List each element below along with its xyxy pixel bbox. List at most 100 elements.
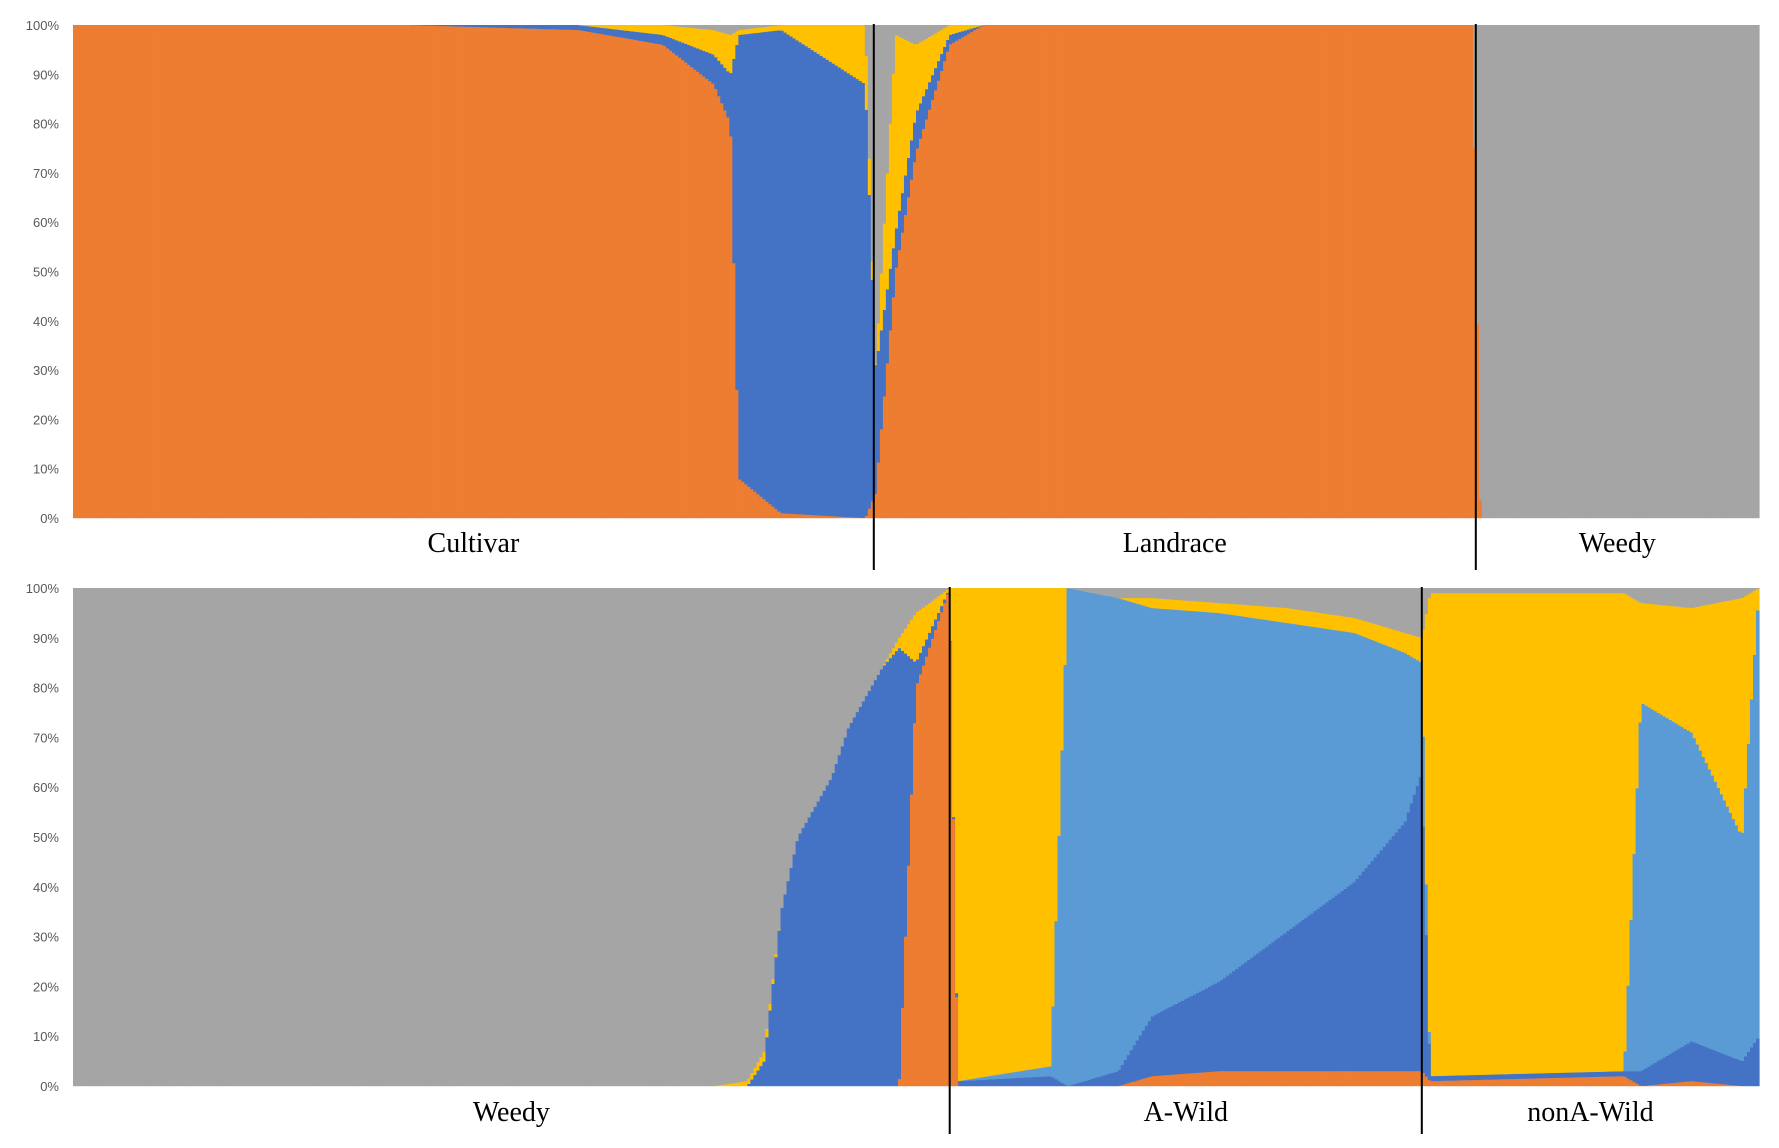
bar-segment-orange <box>437 25 441 519</box>
bar-segment-gray <box>1563 588 1567 594</box>
bar-segment-yellow <box>958 25 962 33</box>
bar-segment-orange <box>1226 25 1230 519</box>
bar <box>602 25 607 519</box>
bar-segment-blue <box>1355 878 1360 1072</box>
bar-segment-orange <box>1024 25 1028 519</box>
bar-segment-gray <box>512 588 517 1087</box>
bar-segment-gray <box>328 588 333 1087</box>
bar-segment-orange <box>1126 25 1131 519</box>
bar <box>1114 25 1119 519</box>
bar-segment-yellow <box>982 588 986 1078</box>
bar <box>256 25 261 519</box>
bar-segment-yellow <box>837 25 842 68</box>
bar-segment-orange <box>316 25 321 519</box>
bar-segment-blue <box>584 25 589 32</box>
bar-segment-orange <box>1539 1078 1543 1087</box>
bar-segment-gray <box>1138 588 1143 599</box>
bar-segment-yellow <box>903 39 908 176</box>
bar-segment-blue <box>1226 975 1230 1072</box>
bar-segment-gray <box>1539 588 1543 594</box>
bar-segment-blue <box>440 25 444 27</box>
bar <box>100 588 104 1087</box>
bar <box>1364 25 1369 519</box>
bar-segment-blue <box>699 49 703 75</box>
bar-segment-lightblue <box>1045 1066 1050 1077</box>
bar-segment-gray <box>1554 25 1558 519</box>
bar <box>816 25 821 519</box>
bar <box>1078 588 1083 1087</box>
bar <box>912 25 917 519</box>
bar-segment-gray <box>879 588 884 670</box>
bar-segment-blue <box>1494 1074 1498 1080</box>
bar-segment-lightblue <box>1415 660 1420 786</box>
bar <box>1346 588 1351 1087</box>
bar-segment-yellow <box>1701 605 1706 757</box>
bar-segment-blue <box>1539 1073 1543 1079</box>
bar-segment-gray <box>1557 588 1561 594</box>
bar <box>377 588 381 1087</box>
bar-segment-orange <box>1265 25 1269 519</box>
bar <box>1439 25 1444 519</box>
bar <box>632 25 637 519</box>
bar-segment-orange <box>1479 1079 1483 1087</box>
bar <box>1355 588 1360 1087</box>
bar-segment-orange <box>1689 1081 1694 1087</box>
bar <box>1569 588 1573 1087</box>
bar-segment-gray <box>136 588 140 1087</box>
bar-segment-lightblue <box>1277 621 1281 938</box>
bar-segment-orange <box>1241 25 1245 519</box>
bar-segment-orange <box>292 25 297 519</box>
bar <box>1581 25 1585 519</box>
bar-segment-lightblue <box>1632 853 1637 1072</box>
bar-segment-orange <box>560 29 565 519</box>
bar-segment-lightblue <box>1214 612 1218 984</box>
bar-segment-orange <box>1701 1082 1706 1087</box>
bar-segment-blue <box>1265 946 1269 1072</box>
bar <box>1563 25 1567 519</box>
bar-segment-gray <box>648 588 652 1087</box>
bar-segment-gray <box>506 588 511 1087</box>
bar <box>1247 588 1251 1087</box>
bar-segment-orange <box>1355 25 1360 519</box>
bar-segment-gray <box>428 588 432 1087</box>
bar-segment-blue <box>810 49 815 516</box>
bar-segment-orange <box>1463 1080 1468 1087</box>
bar-segment-lightblue <box>1406 654 1411 813</box>
bar <box>509 588 514 1087</box>
bar-segment-yellow <box>1325 613 1330 629</box>
bar-segment-gray <box>1632 25 1637 519</box>
bar-segment-blue <box>1165 1008 1170 1076</box>
bar <box>1081 25 1086 519</box>
bar-segment-blue <box>759 32 764 497</box>
bar-segment-orange <box>1006 25 1010 519</box>
bar-segment-orange <box>250 25 255 519</box>
bar-segment-gray <box>645 588 649 1087</box>
bar-segment-gray <box>226 588 231 1087</box>
bar <box>1030 25 1035 519</box>
bar-segment-yellow <box>744 29 748 35</box>
bar <box>1105 588 1110 1087</box>
bar-segment-lightblue <box>1349 632 1354 885</box>
bar-segment-orange <box>1596 1076 1601 1087</box>
bar-segment-gray <box>744 588 748 1082</box>
bar-segment-blue <box>771 30 776 507</box>
bar <box>1539 25 1543 519</box>
bar-segment-orange <box>1244 1071 1248 1087</box>
bar <box>1171 588 1176 1087</box>
bar-segment-gray <box>1728 588 1733 601</box>
bar-segment-blue <box>1632 1071 1637 1083</box>
bar-segment-gray <box>265 588 270 1087</box>
bar-segment-gray <box>449 588 453 1087</box>
bar-segment-orange <box>894 267 899 519</box>
bar <box>958 588 962 1087</box>
bar-segment-gray <box>723 25 727 34</box>
bar-segment-blue <box>1186 997 1191 1074</box>
bar-segment-gray <box>876 25 881 324</box>
bar-segment-lightblue <box>1141 605 1146 1031</box>
bar-segment-orange <box>1475 324 1480 519</box>
bar-segment-blue <box>897 648 902 1080</box>
bar-segment-gray <box>211 588 216 1087</box>
bar-segment-lightblue <box>1716 787 1721 1052</box>
bar-segment-gray <box>184 588 189 1087</box>
bar <box>587 25 592 519</box>
